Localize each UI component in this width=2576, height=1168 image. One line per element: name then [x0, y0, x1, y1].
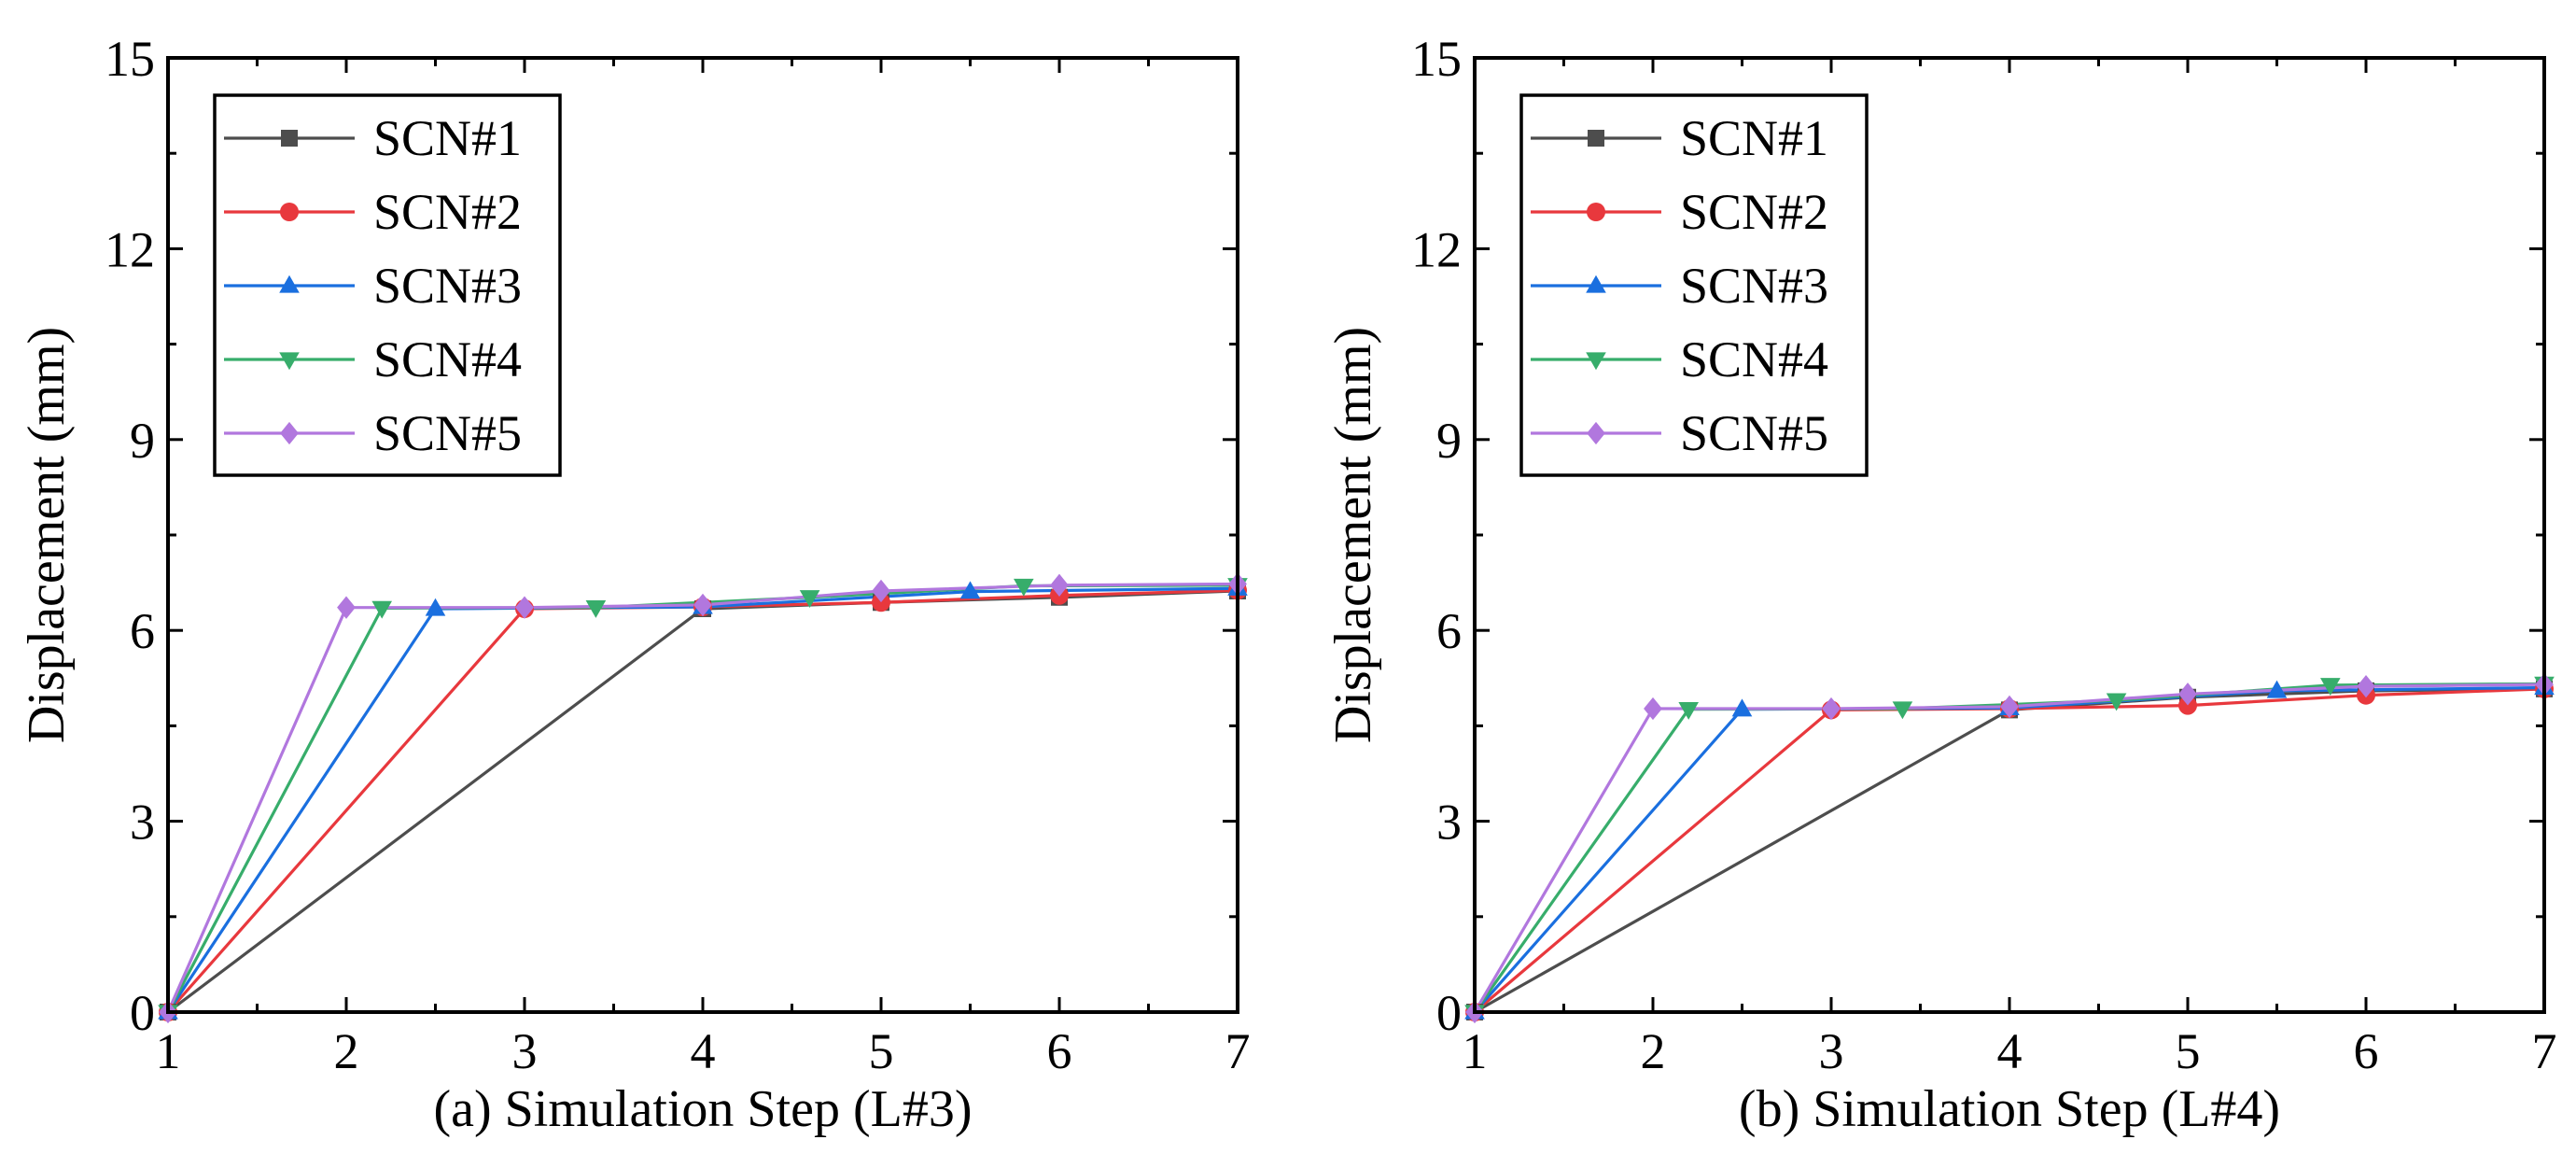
x-tick-label: 5: [869, 1023, 894, 1079]
legend-marker-scn3: [279, 274, 300, 293]
data-point-scn5: [2178, 683, 2197, 706]
x-tick-label: 3: [512, 1023, 538, 1079]
series-line-scn2: [1473, 687, 2545, 1014]
x-tick-label: 7: [1225, 1023, 1251, 1079]
data-point-scn3: [1731, 698, 1753, 717]
data-point-scn5: [1644, 697, 1662, 721]
plot-frame: [166, 56, 1239, 1014]
legend-label-scn3: SCN#3: [1680, 258, 1828, 314]
legend-label-scn2: SCN#2: [373, 184, 522, 240]
data-point-scn5: [693, 593, 712, 617]
legend-label-scn3: SCN#3: [373, 258, 522, 314]
y-tick-label: 9: [130, 413, 155, 469]
y-tick-label: 0: [130, 985, 155, 1041]
series-line-scn5: [166, 582, 1239, 1013]
legend-marker-scn3: [1586, 274, 1606, 293]
data-point-scn5: [515, 596, 534, 619]
x-tick-label: 2: [334, 1023, 359, 1079]
data-point-scn4: [2106, 693, 2127, 711]
x-tick-label: 7: [2532, 1023, 2557, 1079]
y-tick-label: 6: [1436, 603, 1462, 659]
data-point-scn3: [959, 581, 981, 599]
x-tick-label: 3: [1819, 1023, 1844, 1079]
data-point-scn4: [2320, 678, 2341, 697]
legend-label-scn4: SCN#4: [373, 331, 522, 387]
data-point-scn5: [1822, 697, 1841, 721]
series-line-scn2: [166, 588, 1239, 1014]
x-axis-title: (a) Simulation Step (L#3): [433, 1080, 972, 1138]
series-line-scn5: [1473, 683, 2545, 1013]
legend-marker-scn1: [1588, 130, 1604, 147]
legend-label-scn5: SCN#5: [1680, 405, 1828, 461]
data-point-scn4: [799, 590, 820, 609]
legend-label-scn1: SCN#1: [373, 110, 522, 166]
series-line-scn4: [1473, 682, 2545, 1013]
data-point-scn5: [337, 596, 356, 619]
x-tick-label: 6: [2354, 1023, 2379, 1079]
data-point-scn5: [2000, 695, 2019, 719]
series-group: [1464, 672, 2555, 1024]
legend-label-scn5: SCN#5: [373, 405, 522, 461]
x-tick-label: 1: [1463, 1023, 1488, 1079]
legend-label-scn1: SCN#1: [1680, 110, 1828, 166]
y-axis-title: Displacement (mm): [1324, 327, 1382, 743]
legend: SCN#1 SCN#2 SCN#3 SCN#4 SCN#5: [1519, 93, 1869, 477]
y-tick-label: 3: [1436, 795, 1462, 851]
legend-marker-scn2: [280, 203, 299, 221]
legend-marker-scn5: [280, 421, 299, 445]
data-point-scn4: [1892, 701, 1913, 720]
x-tick-label: 4: [691, 1023, 716, 1079]
data-point-scn3: [2266, 680, 2288, 698]
x-tick-label: 4: [1997, 1023, 2023, 1079]
data-point-scn4: [371, 600, 392, 619]
legend-marker-scn4: [1586, 352, 1606, 371]
legend-label-scn2: SCN#2: [1680, 184, 1828, 240]
data-point-scn5: [1050, 573, 1069, 597]
series-line-scn3: [166, 586, 1239, 1013]
series-line-scn1: [167, 589, 1239, 1014]
y-tick-label: 3: [130, 795, 155, 851]
x-tick-label: 5: [2176, 1023, 2201, 1079]
legend-marker-scn4: [279, 352, 300, 371]
y-tick-label: 12: [1411, 221, 1462, 277]
x-tick-label: 1: [156, 1023, 181, 1079]
y-tick-label: 15: [105, 31, 155, 87]
y-tick-label: 0: [1436, 985, 1462, 1041]
x-axis-title: (b) Simulation Step (L#4): [1739, 1080, 2280, 1138]
x-tick-label: 6: [1047, 1023, 1072, 1079]
data-point-scn2: [2178, 696, 2197, 715]
data-point-scn3: [425, 598, 446, 616]
y-tick-label: 6: [130, 603, 155, 659]
data-point-scn5: [2357, 675, 2375, 698]
data-point-scn4: [1678, 702, 1699, 720]
legend-marker-scn1: [281, 130, 298, 147]
legend: SCN#1 SCN#2 SCN#3 SCN#4 SCN#5: [213, 93, 562, 477]
legend-marker-scn2: [1587, 203, 1605, 221]
y-axis-title: Displacement (mm): [18, 327, 76, 743]
legend-marker-scn5: [1587, 421, 1605, 445]
y-tick-label: 15: [1411, 31, 1462, 87]
plot-frame: [1473, 56, 2546, 1014]
y-tick-label: 9: [1436, 413, 1462, 469]
legend-label-scn4: SCN#4: [1680, 331, 1828, 387]
x-tick-label: 2: [1641, 1023, 1666, 1079]
data-point-scn2: [872, 593, 890, 612]
y-tick-label: 12: [105, 221, 155, 277]
data-point-scn4: [1014, 578, 1034, 597]
series-group: [158, 572, 1248, 1024]
data-point-scn5: [872, 579, 890, 603]
data-point-scn4: [585, 600, 607, 618]
